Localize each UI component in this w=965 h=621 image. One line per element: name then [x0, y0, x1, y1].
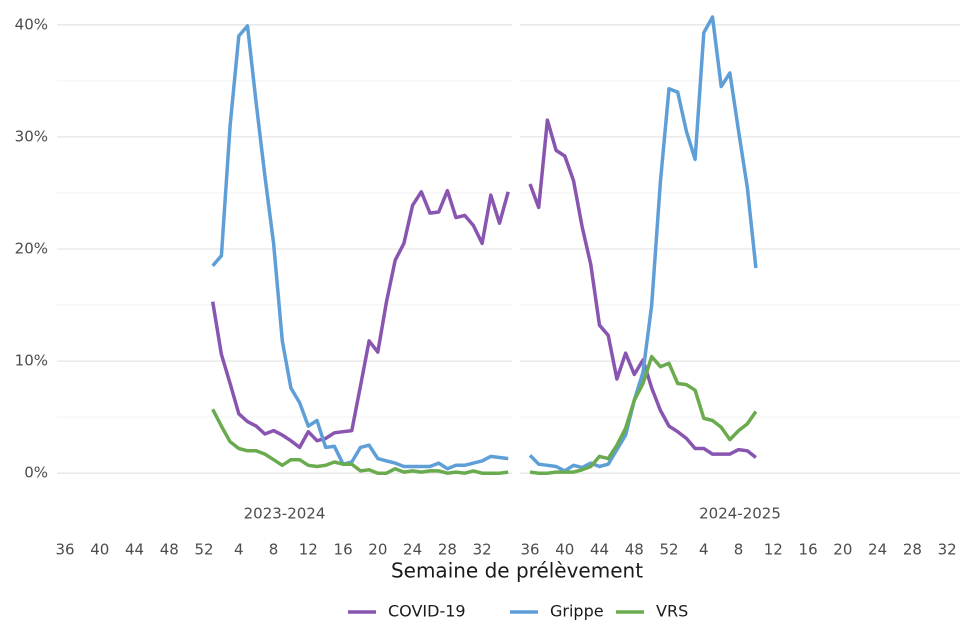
- x-tick-label: 48: [625, 541, 644, 559]
- y-tick-label: 20%: [15, 240, 48, 258]
- x-tick-label: 36: [520, 541, 539, 559]
- x-tick-label: 16: [334, 541, 353, 559]
- series-line: [529, 354, 758, 475]
- x-tick-label: 8: [734, 541, 744, 559]
- series-line: [211, 408, 509, 475]
- x-tick-label: 44: [590, 541, 609, 559]
- x-tick-label: 12: [299, 541, 318, 559]
- x-tick-label: 40: [555, 541, 574, 559]
- x-tick-label: 20: [833, 541, 852, 559]
- x-tick-label: 40: [90, 541, 109, 559]
- y-tick-label: 10%: [15, 352, 48, 370]
- x-tick-label: 4: [234, 541, 244, 559]
- series-line: [528, 118, 757, 459]
- x-tick-label: 44: [125, 541, 144, 559]
- series-line: [210, 188, 510, 450]
- facet-label: 2023-2024: [244, 505, 326, 523]
- x-tick-label: 12: [764, 541, 783, 559]
- x-tick-label: 16: [799, 541, 818, 559]
- x-tick-label: 28: [438, 541, 457, 559]
- legend-label: Grippe: [550, 602, 604, 621]
- x-tick-label: 32: [473, 541, 492, 559]
- x-tick-label: 24: [403, 541, 422, 559]
- x-tick-label: 8: [269, 541, 279, 559]
- series-line: [528, 15, 758, 473]
- x-tick-label: 52: [659, 541, 678, 559]
- x-tick-label: 32: [938, 541, 957, 559]
- x-tick-label: 36: [55, 541, 74, 559]
- x-tick-label: 52: [194, 541, 213, 559]
- x-tick-label: 48: [160, 541, 179, 559]
- legend-label: VRS: [656, 602, 688, 621]
- legend-label: COVID-19: [388, 602, 466, 621]
- y-tick-label: 0%: [24, 464, 48, 482]
- y-tick-label: 30%: [15, 127, 48, 145]
- x-axis-label: Semaine de prélèvement: [391, 559, 643, 583]
- y-tick-label: 40%: [15, 15, 48, 33]
- x-tick-label: 4: [699, 541, 709, 559]
- x-tick-label: 24: [868, 541, 887, 559]
- facet-label: 2024-2025: [699, 505, 781, 523]
- x-tick-label: 20: [368, 541, 387, 559]
- series-line: [211, 24, 509, 471]
- x-tick-label: 28: [903, 541, 922, 559]
